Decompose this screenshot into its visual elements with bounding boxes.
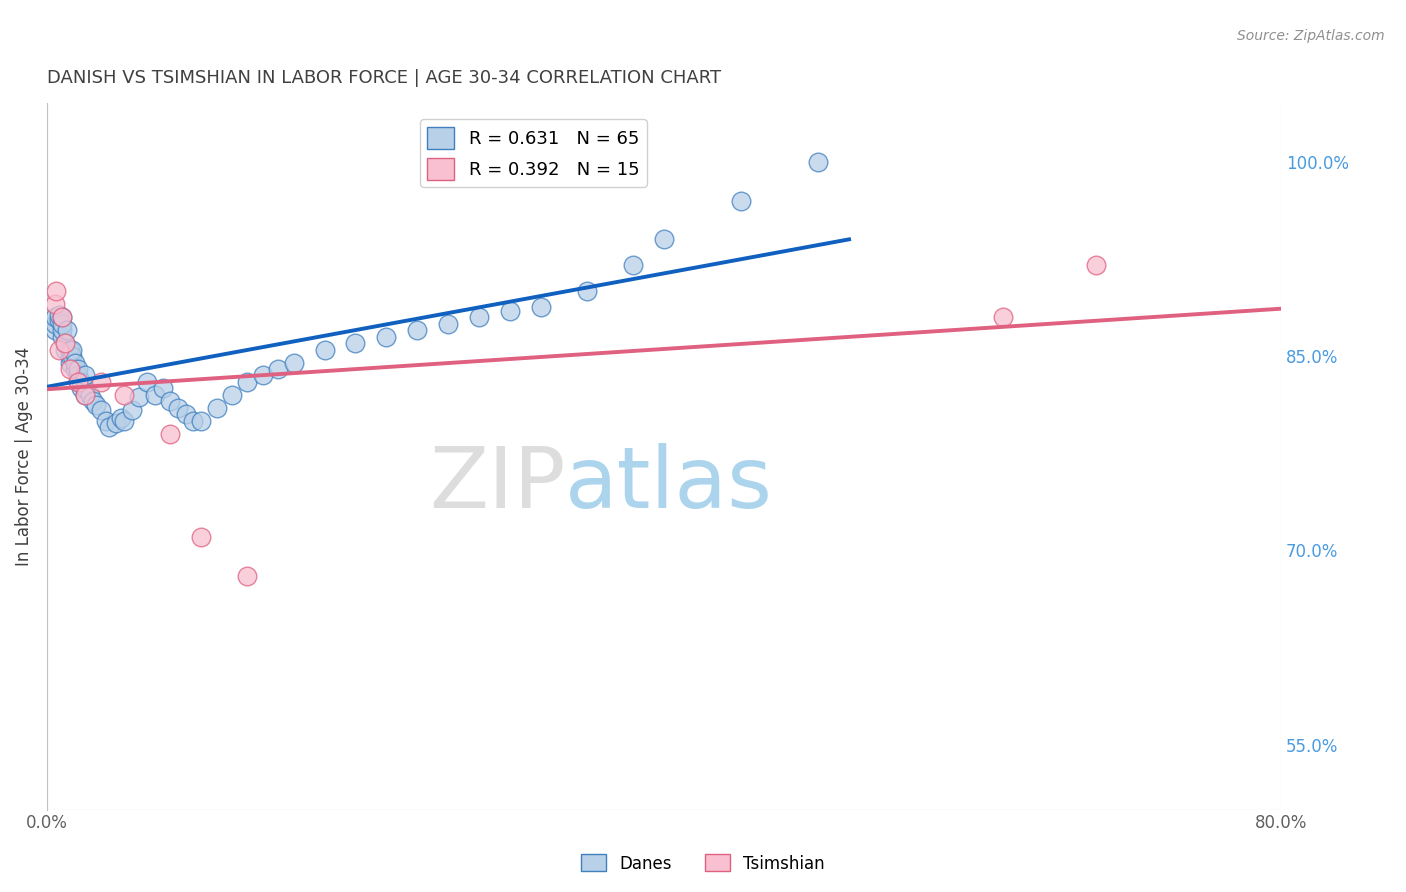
- Point: [66, 375, 89, 389]
- Point: [66, 375, 89, 389]
- Point: [112, 388, 135, 402]
- Point: [59, 362, 82, 376]
- Point: [174, 408, 197, 422]
- Point: [152, 381, 174, 395]
- Point: [236, 375, 259, 389]
- Point: [90, 375, 112, 389]
- Point: [44, 310, 66, 325]
- Point: [136, 375, 159, 389]
- Point: [44, 323, 66, 337]
- Legend: R = 0.631   N = 65, R = 0.392   N = 15: R = 0.631 N = 65, R = 0.392 N = 15: [420, 120, 647, 187]
- Point: [59, 349, 82, 363]
- Point: [69, 375, 91, 389]
- Point: [63, 355, 86, 369]
- Point: [375, 329, 398, 343]
- Point: [69, 381, 91, 395]
- Point: [60, 349, 83, 363]
- Point: [48, 308, 70, 322]
- Point: [993, 310, 1015, 325]
- Point: [121, 403, 143, 417]
- Point: [437, 317, 460, 331]
- Point: [48, 312, 70, 326]
- Point: [575, 284, 598, 298]
- Point: [529, 300, 551, 314]
- Point: [59, 343, 82, 357]
- Point: [48, 343, 70, 357]
- Point: [190, 414, 212, 428]
- Point: [84, 398, 107, 412]
- Point: [236, 569, 259, 583]
- Point: [110, 411, 132, 425]
- Point: [45, 284, 67, 298]
- Point: [66, 362, 89, 376]
- Point: [97, 420, 120, 434]
- Point: [44, 317, 66, 331]
- Point: [652, 232, 675, 246]
- Point: [1084, 258, 1107, 272]
- Point: [79, 388, 101, 402]
- Point: [82, 394, 104, 409]
- Point: [51, 317, 73, 331]
- Text: ZIP: ZIP: [429, 443, 565, 526]
- Point: [807, 154, 830, 169]
- Point: [51, 310, 73, 325]
- Point: [190, 531, 212, 545]
- Text: DANISH VS TSIMSHIAN IN LABOR FORCE | AGE 30-34 CORRELATION CHART: DANISH VS TSIMSHIAN IN LABOR FORCE | AGE…: [46, 69, 721, 87]
- Point: [344, 336, 367, 351]
- Point: [75, 388, 97, 402]
- Point: [283, 355, 305, 369]
- Point: [112, 414, 135, 428]
- Point: [406, 323, 429, 337]
- Point: [159, 394, 181, 409]
- Point: [105, 417, 128, 431]
- Point: [128, 391, 150, 405]
- Point: [51, 329, 73, 343]
- Point: [55, 343, 77, 357]
- Point: [55, 336, 77, 351]
- Text: Source: ZipAtlas.com: Source: ZipAtlas.com: [1237, 29, 1385, 44]
- Point: [66, 368, 89, 383]
- Point: [267, 362, 290, 376]
- Point: [90, 403, 112, 417]
- Point: [51, 323, 73, 337]
- Point: [159, 426, 181, 441]
- Point: [468, 310, 491, 325]
- Point: [75, 381, 97, 395]
- Text: atlas: atlas: [565, 443, 773, 526]
- Point: [143, 388, 166, 402]
- Point: [59, 355, 82, 369]
- Point: [221, 388, 243, 402]
- Point: [94, 414, 117, 428]
- Point: [51, 310, 73, 325]
- Point: [56, 323, 79, 337]
- Point: [75, 388, 97, 402]
- Point: [498, 303, 520, 318]
- Point: [183, 414, 205, 428]
- Point: [63, 362, 86, 376]
- Point: [167, 401, 190, 415]
- Legend: Danes, Tsimshian: Danes, Tsimshian: [574, 847, 832, 880]
- Point: [730, 194, 752, 208]
- Point: [55, 336, 77, 351]
- Point: [60, 343, 83, 357]
- Point: [314, 343, 336, 357]
- Y-axis label: In Labor Force | Age 30-34: In Labor Force | Age 30-34: [15, 347, 32, 566]
- Point: [205, 401, 228, 415]
- Point: [621, 258, 644, 272]
- Point: [75, 368, 97, 383]
- Point: [252, 368, 274, 383]
- Point: [44, 297, 66, 311]
